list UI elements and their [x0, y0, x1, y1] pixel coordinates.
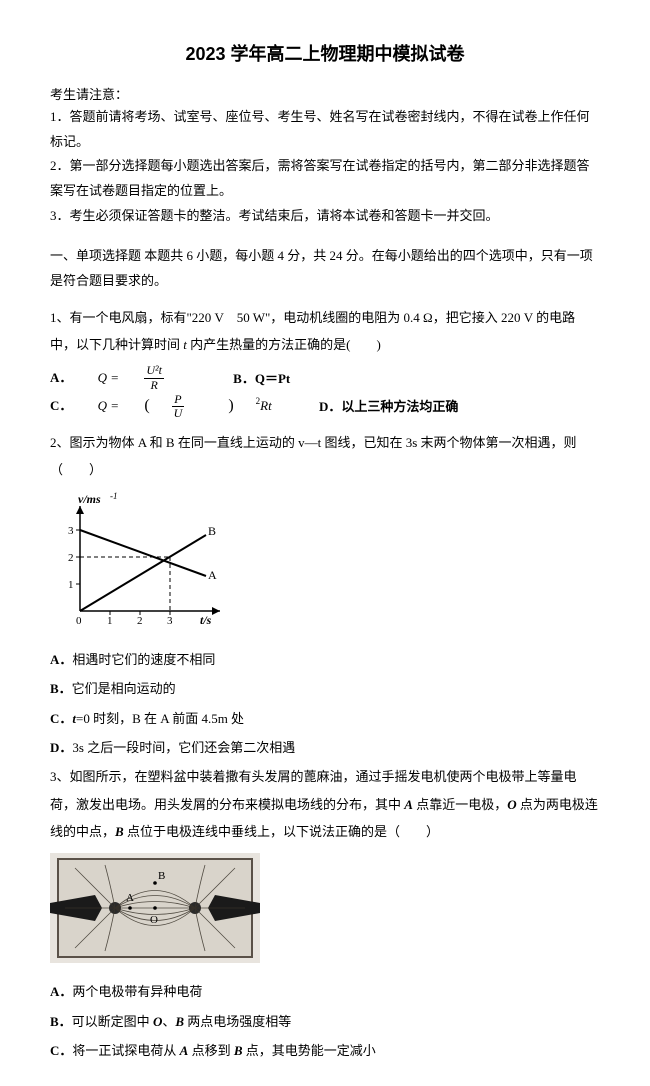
q3-optA-label: A．	[50, 984, 72, 999]
svg-text:A: A	[208, 568, 217, 582]
q2-optB-label: B．	[50, 681, 72, 696]
q1-optC: C． Q = (PU)2Rt	[50, 392, 294, 421]
q3-point-O: O	[507, 797, 516, 812]
q3-optB-O: O	[153, 1014, 162, 1029]
question-3: 3、如图所示，在塑料盆中装着撒有头发屑的蓖麻油，通过手摇发电机使两个电极带上等量…	[50, 763, 600, 845]
question-1: 1、有一个电风扇，标有"220 V 50 W"，电动机线圈的电阻为 0.4 Ω，…	[50, 304, 600, 359]
q1-optD: D．以上三种方法均正确	[319, 394, 480, 419]
q3-photo: O B A	[50, 853, 600, 968]
q2-optB: B．它们是相向运动的	[50, 675, 600, 702]
q1-optB: B．Q＝Pt	[233, 366, 312, 391]
q3-optB-B: B	[175, 1014, 184, 1029]
svg-text:B: B	[158, 870, 165, 882]
question-2: 2、图示为物体 A 和 B 在同一直线上运动的 v—t 图线，已知在 3s 末两…	[50, 429, 600, 484]
q1-optC-qeq: Q =	[98, 394, 119, 417]
q1-options: A． Q = U²tR B．Q＝Pt C． Q = (PU)2Rt D．以上三种…	[50, 364, 600, 420]
q3-point-A: A	[404, 797, 413, 812]
q2-optC: C．t=0 时刻，B 在 A 前面 4.5m 处	[50, 705, 600, 732]
q1-optA-num: U²t	[144, 364, 164, 378]
notice-block: 1．答题前请将考场、试室号、座位号、考生号、姓名写在试卷密封线内，不得在试卷上作…	[50, 105, 600, 228]
q3-optB-mid: 、	[162, 1014, 175, 1029]
q1-optA-qeq: Q =	[98, 366, 119, 389]
q1-optA-den: R	[144, 379, 164, 392]
q3-optC-mid: 点移到	[188, 1043, 234, 1058]
notice-line-3: 3．考生必须保证答题卡的整洁。考试结束后，请将本试卷和答题卡一并交回。	[50, 204, 600, 229]
svg-text:v/ms: v/ms	[78, 492, 101, 506]
q1-optC-post: Rt	[260, 394, 272, 417]
svg-text:2: 2	[137, 615, 143, 627]
svg-text:-1: -1	[110, 491, 118, 501]
q2-optB-text: 它们是相向运动的	[72, 681, 176, 696]
svg-text:A: A	[126, 892, 134, 904]
q1-text-b: 内产生热量的方法正确的是( )	[187, 337, 381, 352]
q3-text-d: 点位于电极连线中垂线上，以下说法正确的是（ ）	[124, 824, 439, 839]
svg-text:3: 3	[167, 615, 173, 627]
q1-optC-num: P	[172, 393, 185, 407]
q3-optA: A．两个电极带有异种电荷	[50, 978, 600, 1005]
section-1-desc: 一、单项选择题 本题共 6 小题，每小题 4 分，共 24 分。在每小题给出的四…	[50, 244, 600, 293]
q2-optC-text: =0 时刻，B 在 A 前面 4.5m 处	[76, 711, 244, 726]
notice-line-2: 2．第一部分选择题每小题选出答案后，需将答案写在试卷指定的括号内，第二部分非选择…	[50, 154, 600, 203]
q3-optC: C．将一正试探电荷从 A 点移到 B 点，其电势能一定减小	[50, 1037, 600, 1064]
svg-text:1: 1	[68, 579, 74, 591]
q2-optD-label: D．	[50, 740, 72, 755]
svg-text:2: 2	[68, 552, 74, 564]
svg-text:3: 3	[68, 525, 74, 537]
q1-optB-text: B．Q＝Pt	[233, 367, 290, 390]
q3-optC-B: B	[234, 1043, 243, 1058]
q3-optC-label: C．	[50, 1043, 72, 1058]
q2-optA-label: A．	[50, 652, 72, 667]
q3-text-b: 点靠近一电极，	[413, 797, 507, 812]
q3-optB: B．可以断定图中 O、B 两点电场强度相等	[50, 1008, 600, 1035]
q3-optC-pre: 将一正试探电荷从	[72, 1043, 179, 1058]
q2-optC-label: C．	[50, 711, 72, 726]
svg-text:1: 1	[107, 615, 113, 627]
page-title: 2023 学年高二上物理期中模拟试卷	[50, 40, 600, 66]
q1-optC-label: C．	[50, 394, 72, 417]
q3-optB-pre: 可以断定图中	[72, 1014, 153, 1029]
q3-optA-text: 两个电极带有异种电荷	[72, 984, 202, 999]
q3-optB-label: B．	[50, 1014, 72, 1029]
q3-optB-post: 两点电场强度相等	[184, 1014, 291, 1029]
q2-optD-text: 3s 之后一段时间，它们还会第二次相遇	[72, 740, 295, 755]
q3-point-B: B	[115, 824, 124, 839]
q3-optC-A: A	[180, 1043, 189, 1058]
svg-text:O: O	[150, 914, 158, 926]
q3-optC-post: 点，其电势能一定减小	[243, 1043, 376, 1058]
notice-line-1: 1．答题前请将考场、试室号、座位号、考生号、姓名写在试卷密封线内，不得在试卷上作…	[50, 105, 600, 154]
svg-text:B: B	[208, 524, 216, 538]
q1-optC-den: U	[172, 407, 185, 420]
q2-optA-text: 相遇时它们的速度不相同	[72, 652, 215, 667]
svg-text:t/s: t/s	[200, 613, 212, 627]
svg-text:0: 0	[76, 615, 82, 627]
q2-chart: v/ms -1 1 2 3 0 1 2	[50, 491, 600, 636]
q1-optD-text: D．以上三种方法均正确	[319, 395, 458, 418]
q1-optA: A． Q = U²tR	[50, 364, 208, 391]
q1-optA-label: A．	[50, 366, 72, 389]
q2-optD: D．3s 之后一段时间，它们还会第二次相遇	[50, 734, 600, 761]
q2-optA: A．相遇时它们的速度不相同	[50, 646, 600, 673]
notice-heading: 考生请注意：	[50, 84, 600, 103]
